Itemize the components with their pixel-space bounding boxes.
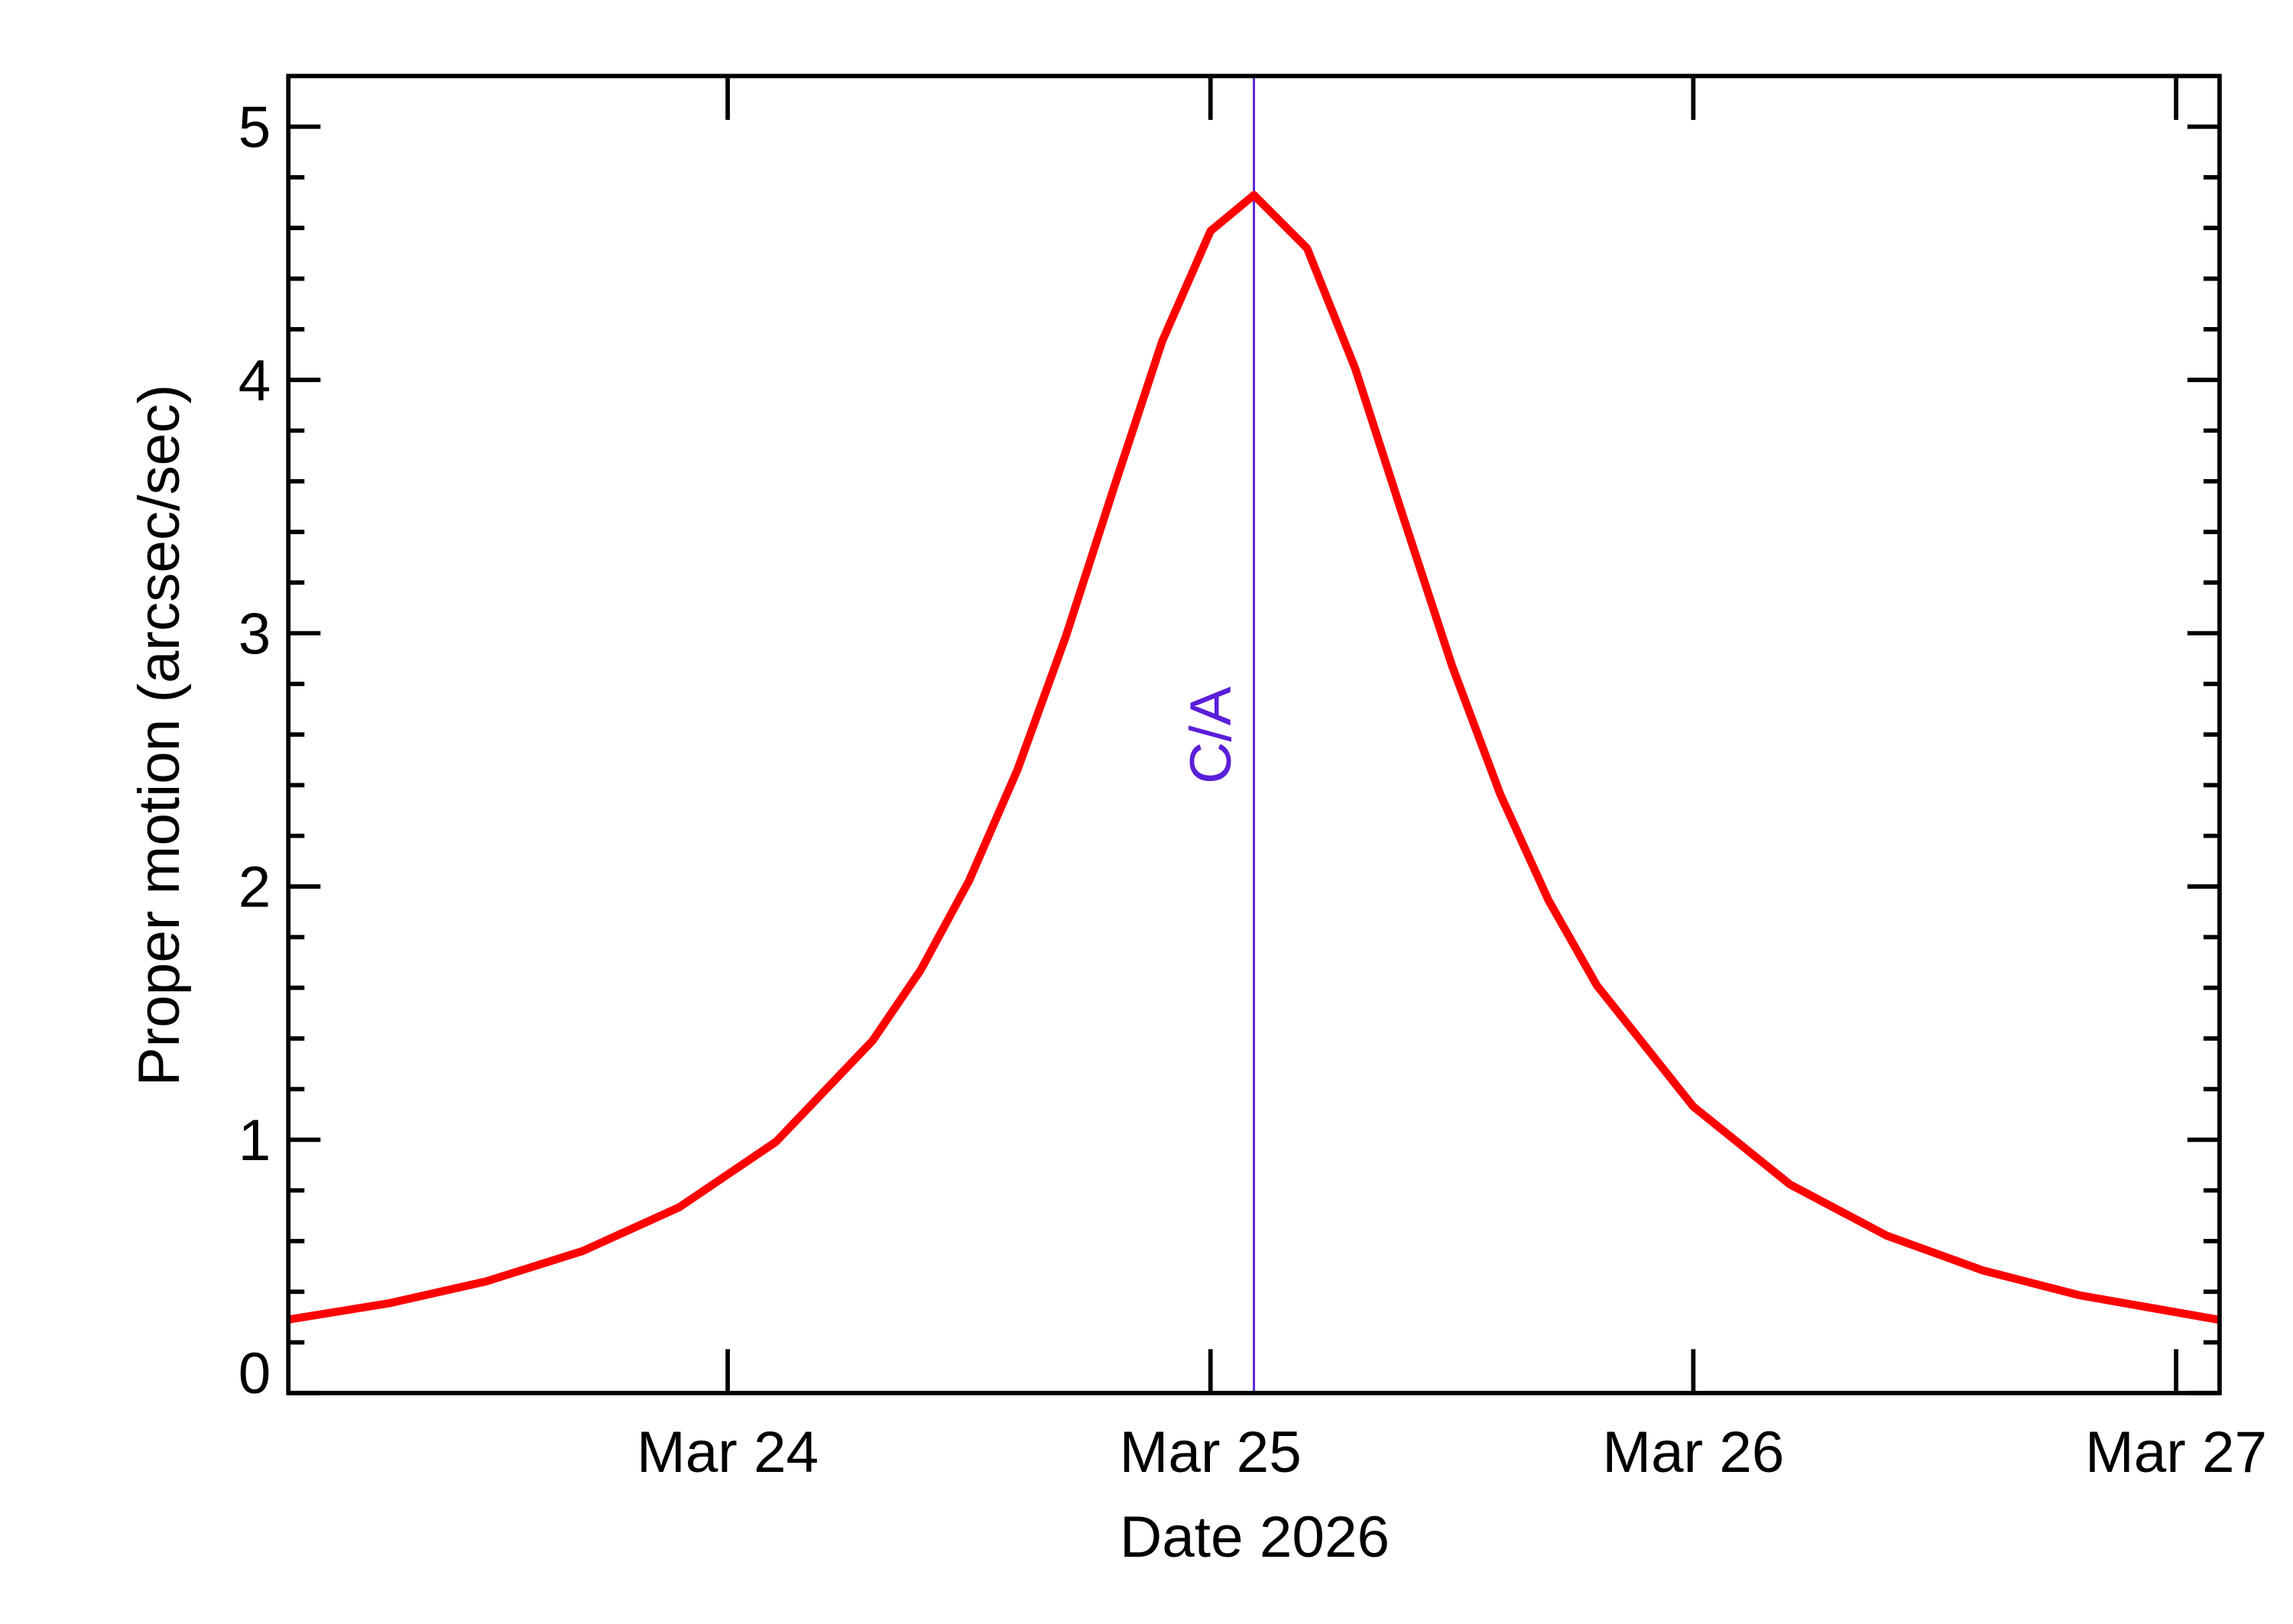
y-tick-label: 1 [238, 1108, 271, 1173]
y-tick-label: 2 [238, 855, 271, 920]
x-tick-label: Mar 25 [1120, 1420, 1302, 1485]
x-axis-label: Date 2026 [1120, 1505, 1390, 1570]
y-tick-label: 0 [238, 1341, 271, 1406]
x-tick-label: Mar 24 [637, 1420, 819, 1485]
data-line [287, 190, 2220, 1324]
x-tick-label: Mar 26 [1602, 1420, 1784, 1485]
plot-frame [286, 73, 2222, 1395]
annotation-label: C/A [1179, 686, 1244, 784]
y-tick-label: 4 [238, 348, 271, 413]
x-tick-label: Mar 27 [2085, 1420, 2267, 1485]
y-tick-label: 3 [238, 601, 271, 666]
y-axis-label: Proper motion (arcsec/sec) [127, 384, 192, 1086]
y-tick-label: 5 [238, 96, 271, 160]
